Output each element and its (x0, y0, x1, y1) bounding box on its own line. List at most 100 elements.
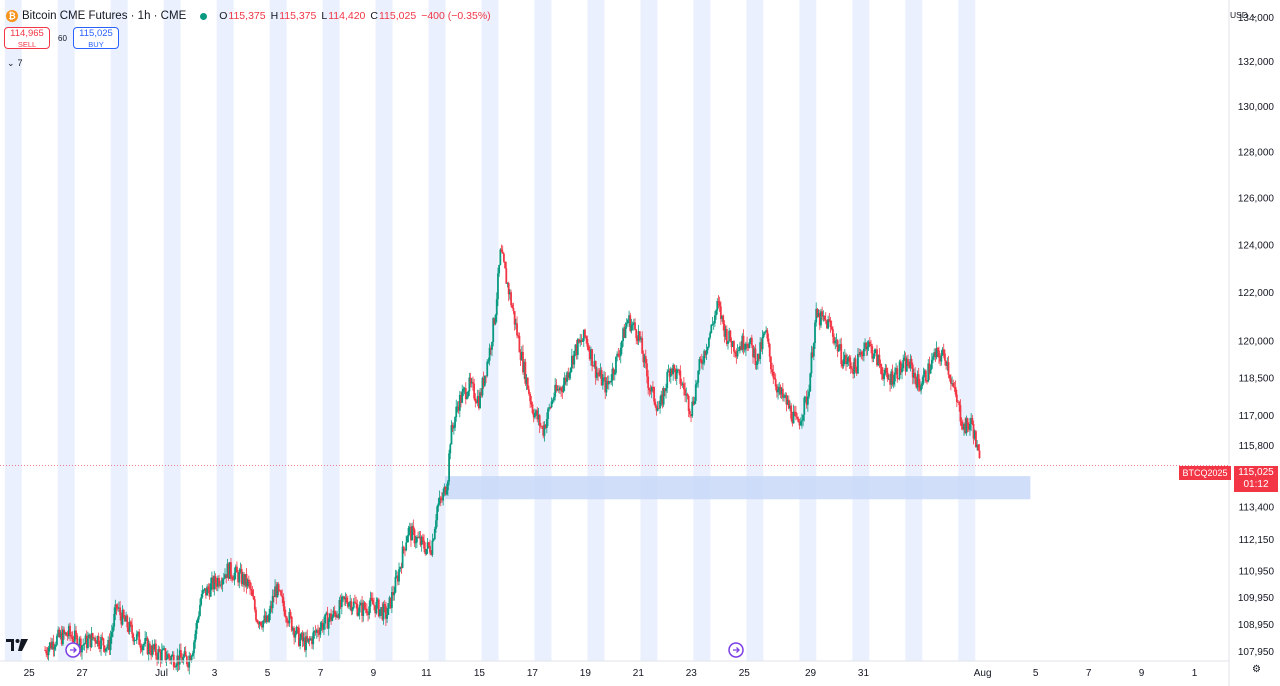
indicators-toggle[interactable]: ⌄ 7 (4, 56, 26, 70)
candle-body (449, 444, 452, 454)
candle-body (299, 638, 301, 647)
candle-body (733, 341, 735, 352)
candle-body (363, 602, 366, 609)
price-axis[interactable]: 134,000 132,000 130,000 128,000 126,000 124,0… (1238, 13, 1275, 658)
candle-body (837, 349, 840, 352)
candle-body (255, 609, 257, 621)
candle-body (564, 377, 567, 382)
candle-body (106, 647, 108, 649)
candle-body (554, 384, 557, 397)
candle-body (410, 526, 412, 541)
market-open-dot (200, 12, 208, 20)
candle-body (326, 612, 329, 629)
candle-body (960, 421, 963, 427)
candle-body (696, 382, 698, 385)
y-tick-label: 117,000 (1239, 411, 1275, 422)
candle-body (268, 613, 271, 622)
candle-body (669, 368, 672, 377)
candle-body (842, 359, 845, 367)
candle-body (498, 264, 501, 274)
candle-body (796, 416, 799, 419)
session-band (693, 0, 711, 661)
candle-body (414, 542, 417, 544)
candle-body (792, 411, 795, 424)
y-tick-label: 108,950 (1238, 620, 1275, 631)
candle-body (591, 349, 594, 366)
candle-body (417, 536, 419, 538)
candle-body (218, 578, 220, 586)
candle-body (451, 425, 454, 428)
candle-body (582, 329, 585, 341)
candle-body (911, 364, 914, 378)
y-tick-label: 118,500 (1239, 373, 1275, 384)
candle-body (202, 590, 205, 591)
candle-body (489, 347, 492, 350)
candle-body (196, 619, 199, 624)
replay-marker-icon[interactable] (728, 642, 744, 658)
candle-body (48, 642, 51, 649)
candle-body (253, 599, 256, 610)
candle-body (768, 343, 771, 357)
candle-body (474, 398, 477, 402)
candle-body (899, 361, 902, 373)
candle-body (303, 637, 306, 651)
gear-icon[interactable]: ⚙ (1252, 664, 1261, 675)
candle-body (544, 425, 547, 428)
candle-body (932, 356, 934, 360)
candle-body (443, 486, 446, 493)
candle-body (375, 601, 378, 614)
candle-body (135, 633, 138, 640)
time-axis[interactable]: 12527Jul3579111517192123252931Aug5791 (0, 668, 1198, 679)
candle-body (808, 391, 810, 397)
sell-button[interactable]: 114,965 SELL (4, 27, 50, 49)
candle-body (969, 423, 971, 430)
candle-body (62, 629, 64, 645)
buy-button[interactable]: 115,025 BUY (73, 27, 119, 49)
candle-body (872, 356, 875, 359)
candle-body (269, 605, 272, 614)
candle-body (686, 394, 689, 396)
candle-body (373, 604, 375, 606)
candle-body (823, 315, 826, 320)
candle-body (735, 353, 738, 357)
jump-to-realtime-icon[interactable] (65, 642, 81, 658)
candle-body (940, 355, 943, 362)
candle-body (536, 410, 539, 420)
candle-body (785, 395, 788, 405)
candle-body (315, 629, 318, 633)
candle-body (272, 596, 275, 598)
candle-body (104, 648, 107, 652)
candle-body (339, 600, 342, 608)
candle-body (905, 358, 908, 372)
candle-body (112, 626, 114, 632)
symbol-title[interactable]: Bitcoin CME Futures · 1h · CME (22, 10, 187, 22)
session-band (110, 0, 128, 661)
candle-body (374, 605, 377, 614)
candle-body (836, 340, 839, 352)
candle-body (455, 406, 458, 418)
tradingview-logo-icon[interactable] (6, 638, 28, 652)
support-zone (444, 476, 1031, 500)
candle-body (727, 340, 729, 344)
candle-body (320, 622, 323, 628)
open-key: O (219, 10, 228, 22)
chevron-down-icon: ⌄ (1250, 9, 1259, 20)
candle-body (157, 649, 160, 660)
candle-body (309, 638, 312, 640)
candle-body (883, 373, 886, 380)
candle-body (95, 641, 98, 644)
currency-selector[interactable]: USD ⌄ (1230, 7, 1258, 23)
candle-body (923, 370, 926, 375)
candle-body (257, 622, 260, 625)
candle-body (609, 381, 611, 383)
candle-body (205, 588, 207, 596)
candle-body (114, 604, 117, 615)
candle-body (505, 268, 508, 284)
candle-body (557, 388, 560, 391)
candle-body (643, 356, 646, 363)
candle-body (158, 649, 161, 652)
candle-body (416, 536, 418, 543)
candle-body (156, 655, 158, 660)
candle-body (334, 613, 337, 618)
